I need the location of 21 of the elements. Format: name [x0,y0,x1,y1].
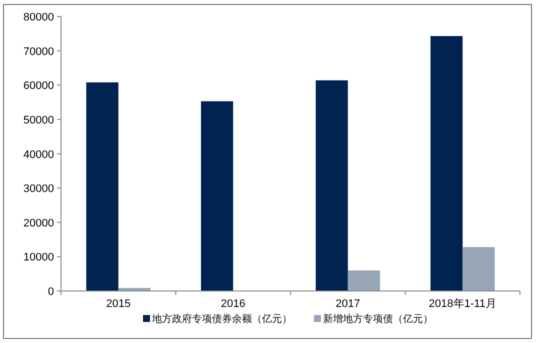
bar [348,270,380,291]
y-tick-label: 10000 [23,252,54,264]
x-tick-label: 2015 [106,298,131,310]
y-tick-label: 30000 [23,183,54,196]
y-tick-label: 70000 [23,46,54,58]
y-tick-label: 50000 [23,114,54,126]
legend-label: 地方政府专项债券余额（亿元） [151,313,292,325]
y-tick-label: 20000 [23,217,54,230]
bar [86,82,118,291]
x-tick-label: 2016 [220,298,246,310]
x-tick-label: 2017 [336,298,360,310]
legend-label: 新增地方专项债（亿元） [323,313,433,325]
y-tick-label: 0 [48,286,54,298]
y-tick-label: 40000 [23,148,54,161]
y-tick-label: 80000 [23,12,54,24]
bar [430,36,463,291]
bar [200,101,234,291]
x-tick-label: 2018年1-11月 [428,298,496,310]
bar [462,247,495,291]
bar [316,80,348,291]
y-tick-label: 60000 [23,80,54,92]
